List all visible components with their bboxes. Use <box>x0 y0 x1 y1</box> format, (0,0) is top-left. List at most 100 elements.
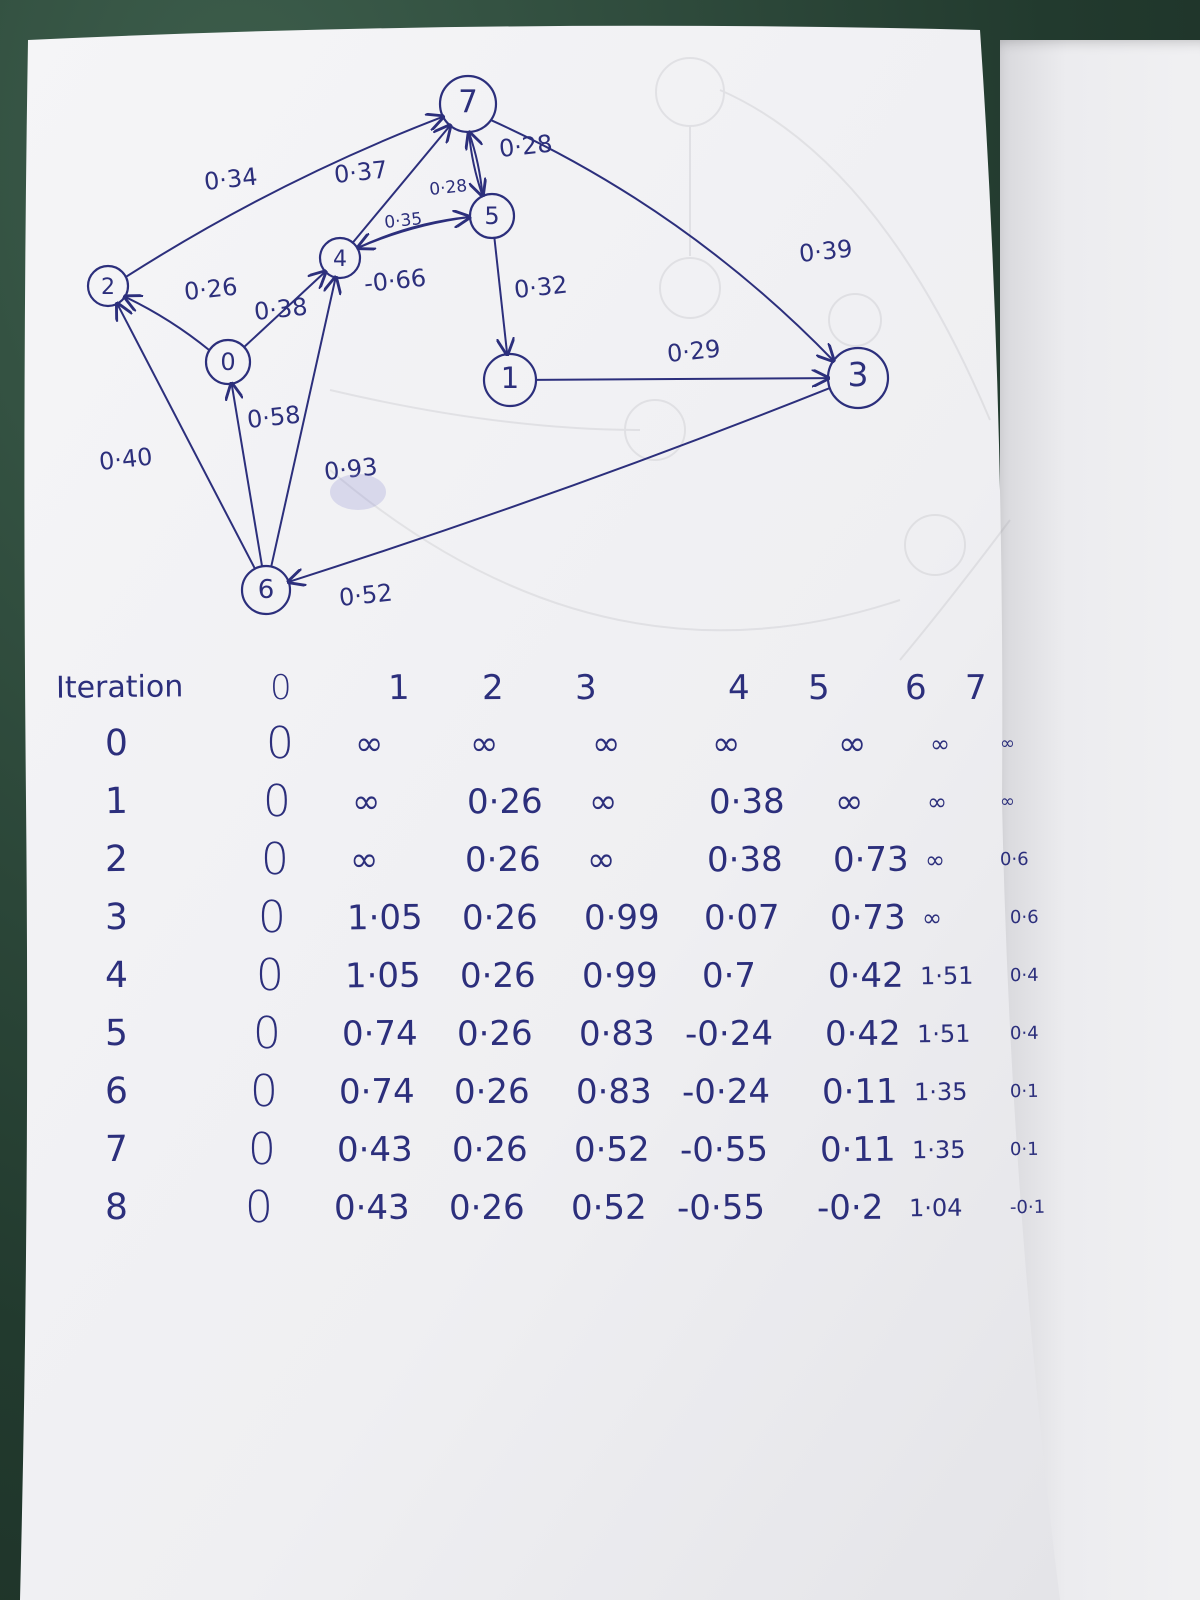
distance-cell-node-2: 0·26 <box>451 1129 528 1171</box>
node-label: 5 <box>484 202 499 230</box>
distance-cell-node-4: 0·07 <box>703 897 781 939</box>
paper-sheet <box>20 25 1060 1600</box>
distance-cell-node-0: 0 <box>257 891 287 944</box>
edge-6-to-2 <box>117 304 256 570</box>
distance-cell-node-6: ∞ <box>922 903 943 933</box>
graph-edges <box>117 117 833 582</box>
edge-1-to-3 <box>535 378 828 380</box>
node-circle <box>86 264 130 308</box>
node-circle <box>826 346 890 410</box>
distance-cell-node-2: 0·26 <box>456 1013 533 1055</box>
column-header: 7 <box>964 667 987 709</box>
edge-weight-4-7: 0·37 <box>333 156 389 189</box>
iteration-number: 2 <box>104 838 129 881</box>
node-5: 5 <box>468 192 516 240</box>
distance-cell-node-1: ∞ <box>354 723 384 765</box>
iteration-number: 5 <box>104 1012 129 1055</box>
distance-cell-node-2: 0·26 <box>459 955 536 997</box>
distance-cell-node-7: 0·1 <box>1009 1138 1039 1161</box>
distance-cell-node-3: 0·52 <box>573 1129 650 1171</box>
distance-cell-node-4: -0·24 <box>684 1013 774 1055</box>
distance-cell-node-0: 0 <box>255 949 284 1002</box>
node-circle <box>318 236 362 280</box>
node-label: 2 <box>101 275 115 300</box>
column-header: 4 <box>727 667 750 709</box>
edge-weight-4-5: 0·35 <box>383 209 423 233</box>
iteration-number: 6 <box>104 1070 129 1113</box>
distance-cell-node-1: 1·05 <box>346 897 424 939</box>
distance-cell-node-3: 0·99 <box>581 955 658 997</box>
node-label: 3 <box>848 355 869 394</box>
node-circle <box>468 192 516 240</box>
distance-cell-node-6: 1·35 <box>914 1077 968 1107</box>
edge-weight-7-3: 0·39 <box>798 235 854 268</box>
distance-cell-node-4: 0·38 <box>706 839 783 881</box>
distance-cell-node-0: 0 <box>247 1123 277 1176</box>
edge-weight-6-4: 0·93 <box>323 453 379 486</box>
node-circle <box>240 564 292 616</box>
distance-cell-node-0: 0 <box>260 833 290 886</box>
distance-cell-node-0: 0 <box>244 1181 274 1234</box>
distance-cell-node-0: 0 <box>250 1065 279 1118</box>
edge-weight-3-6: 0·52 <box>338 579 394 612</box>
node-label: 7 <box>458 84 478 120</box>
edge-7-to-5 <box>467 132 483 195</box>
column-header: 0 <box>269 667 292 709</box>
edge-weight-7-5: 0·28 <box>428 176 468 200</box>
distance-cell-node-3: 0·52 <box>570 1187 648 1229</box>
distance-cell-node-7: ∞ <box>999 732 1016 755</box>
distance-cell-node-3: ∞ <box>586 839 616 881</box>
edge-weight-5-4: -0·66 <box>363 264 428 298</box>
distance-cell-node-7: 0·4 <box>1009 1022 1039 1045</box>
node-label: 1 <box>501 361 519 395</box>
edge-weight-5-1: 0·32 <box>513 271 569 304</box>
distance-cell-node-2: 0·26 <box>454 1071 531 1113</box>
distance-cell-node-5: 0·42 <box>824 1013 901 1055</box>
iteration-number: 0 <box>104 722 129 765</box>
distance-cell-node-6: 1·51 <box>916 1019 971 1049</box>
edge-6-to-0 <box>232 384 264 567</box>
distance-cell-node-4: ∞ <box>711 723 741 765</box>
distance-cell-node-2: 0·26 <box>464 839 541 881</box>
distance-cell-node-5: 0·73 <box>832 839 909 881</box>
node-0: 0 <box>204 338 252 386</box>
distance-cell-node-5: 0·42 <box>827 955 904 997</box>
edge-weight-5-7: 0·28 <box>498 130 554 163</box>
edge-3-to-6 <box>289 387 831 582</box>
iteration-number: 7 <box>104 1128 129 1171</box>
distance-cell-node-3: ∞ <box>591 723 621 765</box>
distance-cell-node-5: 0·11 <box>822 1071 899 1113</box>
edge-0-to-4 <box>243 272 325 348</box>
edge-2-to-7 <box>125 117 443 278</box>
table-row: 8 0 0·43 0·26 0·52 -0·55 -0·2 1·04 -0·1 <box>0 1180 1060 1236</box>
adjacent-notebook-page <box>1000 40 1200 1600</box>
edge-4-to-7 <box>352 126 450 244</box>
edge-weight-0-4: 0·38 <box>253 293 309 326</box>
distance-cell-node-1: 0·43 <box>336 1129 413 1171</box>
node-label: 4 <box>333 247 347 272</box>
distance-cell-node-2: 0·26 <box>467 781 544 823</box>
table-row: 2 0 ∞ 0·26 ∞ 0·38 0·73 ∞ 0·6 <box>0 832 1060 888</box>
distance-cell-node-0: 0 <box>265 717 295 770</box>
distance-cell-node-4: 0·7 <box>701 955 756 997</box>
distance-cell-node-4: -0·55 <box>676 1187 766 1229</box>
distance-cell-node-5: 0·73 <box>829 897 907 939</box>
edge-weight-1-3: 0·29 <box>666 335 722 368</box>
node-circle <box>438 74 498 134</box>
distance-cell-node-5: ∞ <box>835 781 864 823</box>
table-row: 1 0 ∞ 0·26 ∞ 0·38 ∞ ∞ ∞ <box>0 774 1060 830</box>
distance-cell-node-1: 0·74 <box>341 1013 418 1055</box>
edge-weight-6-2: 0·40 <box>98 443 154 476</box>
edge-weight-6-0: 0·58 <box>246 401 302 434</box>
table-header-row: Iteration 0 1 2 3 4 5 6 7 <box>0 660 1060 716</box>
table-row: 4 0 1·05 0·26 0·99 0·7 0·42 1·51 0·4 <box>0 948 1060 1004</box>
column-header: 5 <box>807 667 830 709</box>
edge-0-to-2 <box>125 297 211 352</box>
node-label: 0 <box>220 348 235 376</box>
distance-cell-node-5: ∞ <box>837 723 867 765</box>
node-6: 6 <box>240 564 292 616</box>
distance-cell-node-1: 0·74 <box>339 1071 416 1113</box>
